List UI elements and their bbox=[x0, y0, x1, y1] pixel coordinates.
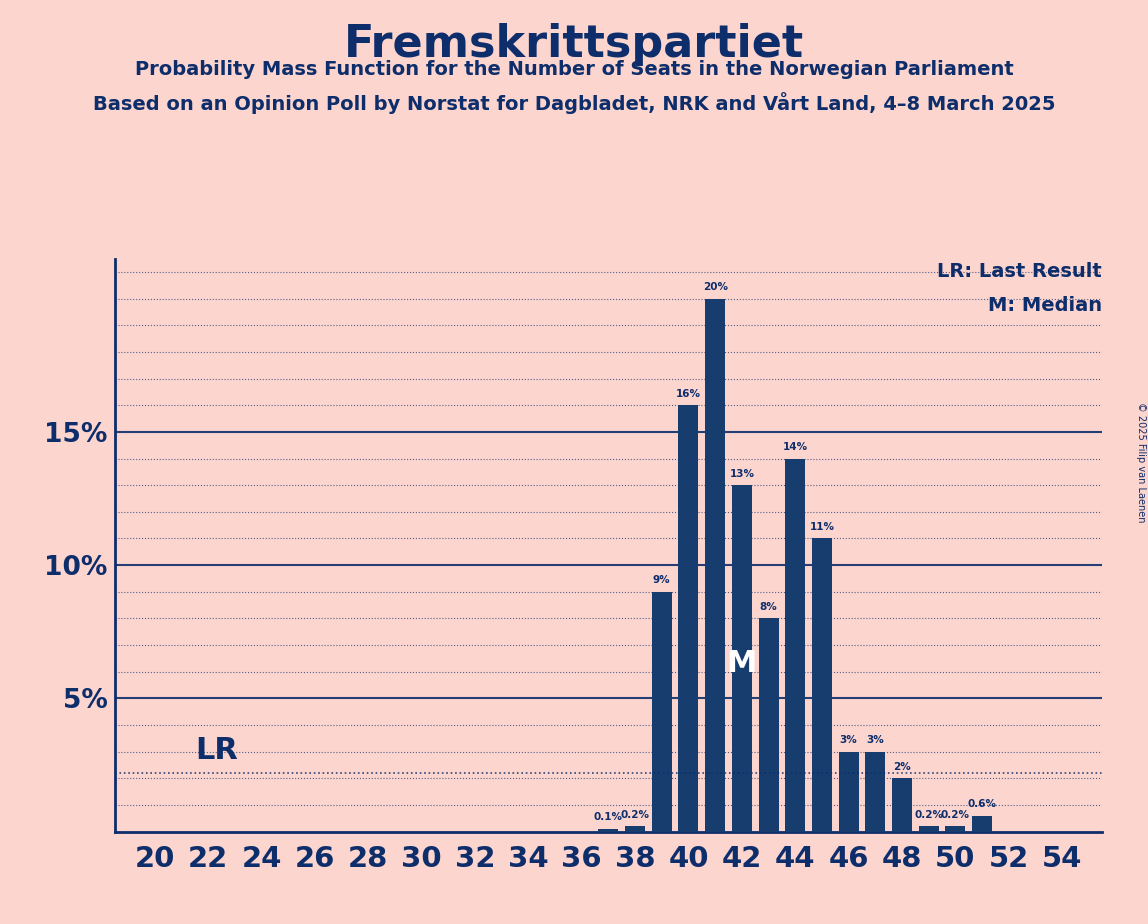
Text: 11%: 11% bbox=[809, 522, 835, 532]
Bar bbox=[732, 485, 752, 832]
Text: 0.2%: 0.2% bbox=[621, 809, 650, 820]
Text: 0.2%: 0.2% bbox=[941, 809, 970, 820]
Text: 8%: 8% bbox=[760, 602, 777, 612]
Text: M: M bbox=[727, 650, 757, 678]
Text: © 2025 Filip van Laenen: © 2025 Filip van Laenen bbox=[1135, 402, 1146, 522]
Text: 14%: 14% bbox=[783, 442, 808, 452]
Text: 0.1%: 0.1% bbox=[594, 812, 623, 822]
Text: 3%: 3% bbox=[867, 735, 884, 745]
Bar bbox=[626, 826, 645, 832]
Bar bbox=[972, 816, 992, 832]
Bar bbox=[678, 406, 698, 832]
Text: 16%: 16% bbox=[676, 389, 701, 398]
Text: Fremskrittspartiet: Fremskrittspartiet bbox=[344, 23, 804, 67]
Bar bbox=[598, 829, 619, 832]
Text: 9%: 9% bbox=[653, 575, 670, 585]
Text: 3%: 3% bbox=[839, 735, 858, 745]
Text: 13%: 13% bbox=[729, 468, 754, 479]
Bar bbox=[838, 751, 859, 832]
Text: 0.6%: 0.6% bbox=[968, 799, 996, 808]
Bar bbox=[785, 458, 805, 832]
Text: LR: LR bbox=[195, 736, 238, 765]
Text: Based on an Opinion Poll by Norstat for Dagbladet, NRK and Vårt Land, 4–8 March : Based on an Opinion Poll by Norstat for … bbox=[93, 92, 1055, 115]
Bar bbox=[812, 539, 832, 832]
Text: M: Median: M: Median bbox=[988, 296, 1102, 315]
Bar bbox=[652, 591, 672, 832]
Bar bbox=[918, 826, 939, 832]
Text: 20%: 20% bbox=[703, 282, 728, 292]
Bar bbox=[705, 298, 726, 832]
Text: Probability Mass Function for the Number of Seats in the Norwegian Parliament: Probability Mass Function for the Number… bbox=[134, 60, 1014, 79]
Text: LR: Last Result: LR: Last Result bbox=[937, 261, 1102, 281]
Bar bbox=[866, 751, 885, 832]
Bar bbox=[892, 778, 912, 832]
Bar bbox=[759, 618, 778, 832]
Text: 0.2%: 0.2% bbox=[914, 809, 944, 820]
Bar bbox=[945, 826, 965, 832]
Text: 2%: 2% bbox=[893, 761, 910, 772]
